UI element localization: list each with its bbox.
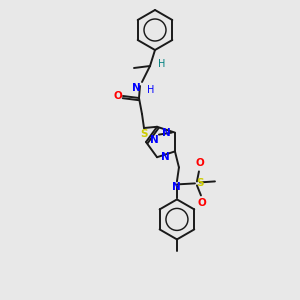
Text: S: S — [140, 129, 148, 139]
Text: O: O — [198, 198, 206, 208]
Text: N: N — [150, 135, 159, 145]
Text: O: O — [114, 91, 122, 101]
Text: O: O — [196, 158, 204, 168]
Text: N: N — [161, 152, 170, 162]
Text: H: H — [147, 85, 154, 95]
Text: N: N — [132, 83, 141, 93]
Text: N: N — [172, 182, 180, 192]
Text: N: N — [162, 128, 171, 138]
Text: S: S — [196, 178, 203, 188]
Text: H: H — [158, 59, 165, 69]
